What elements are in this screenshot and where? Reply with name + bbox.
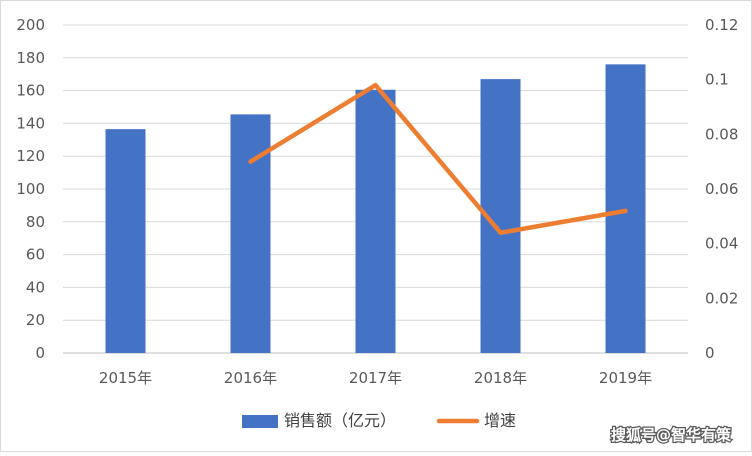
legend: 销售额（亿元） 增速 bbox=[242, 411, 516, 430]
left-tick-label: 20 bbox=[26, 311, 45, 329]
growth-line bbox=[248, 82, 628, 235]
watermark-text: 搜狐号@智华有策 bbox=[611, 426, 732, 444]
bar-sales bbox=[105, 129, 146, 353]
x-category-label: 2019年 bbox=[599, 369, 652, 387]
bar-sales bbox=[355, 89, 396, 353]
right-tick-label: 0.1 bbox=[705, 71, 729, 89]
legend-label-sales: 销售额（亿元） bbox=[284, 411, 396, 430]
left-tick-label: 200 bbox=[16, 16, 45, 34]
left-axis-ticks: 0 20 40 60 80 100 120 140 160 180 200 bbox=[16, 16, 45, 362]
x-category-label: 2015年 bbox=[99, 369, 152, 387]
right-tick-label: 0 bbox=[705, 344, 715, 362]
left-tick-label: 40 bbox=[26, 278, 45, 296]
bar-sales bbox=[230, 114, 271, 353]
legend-label-growth: 增速 bbox=[484, 411, 516, 430]
left-tick-label: 60 bbox=[26, 246, 45, 264]
left-tick-label: 140 bbox=[16, 114, 45, 132]
x-category-label: 2017年 bbox=[349, 369, 402, 387]
legend-swatch-sales bbox=[242, 415, 278, 428]
left-tick-label: 0 bbox=[35, 344, 45, 362]
left-tick-label: 160 bbox=[16, 82, 45, 100]
right-tick-label: 0.02 bbox=[705, 289, 738, 307]
left-tick-label: 80 bbox=[26, 213, 45, 231]
left-tick-label: 120 bbox=[16, 147, 45, 165]
x-category-label: 2018年 bbox=[474, 369, 527, 387]
x-axis-labels: 2015年 2016年 2017年 2018年 2019年 bbox=[99, 369, 652, 387]
right-tick-label: 0.06 bbox=[705, 180, 738, 198]
right-axis-ticks: 0 0.02 0.04 0.06 0.08 0.1 0.12 bbox=[705, 16, 738, 362]
right-tick-label: 0.08 bbox=[705, 125, 738, 143]
growth-line-layer bbox=[248, 82, 628, 235]
right-tick-label: 0.04 bbox=[705, 235, 738, 253]
left-tick-label: 100 bbox=[16, 180, 45, 198]
left-tick-label: 180 bbox=[16, 49, 45, 67]
bars bbox=[105, 64, 646, 354]
x-category-label: 2016年 bbox=[224, 369, 277, 387]
right-tick-label: 0.12 bbox=[705, 16, 738, 34]
